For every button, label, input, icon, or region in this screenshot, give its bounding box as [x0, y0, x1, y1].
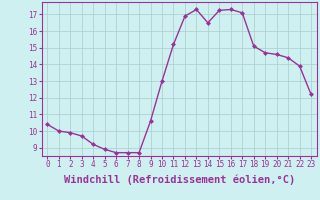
X-axis label: Windchill (Refroidissement éolien,°C): Windchill (Refroidissement éolien,°C) — [64, 175, 295, 185]
